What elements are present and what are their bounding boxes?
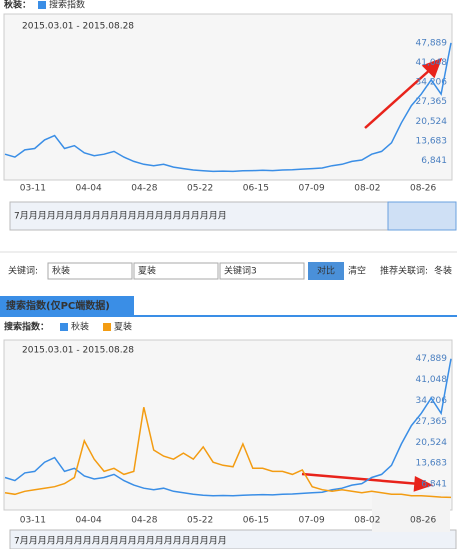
x-tick-label: 04-28 — [131, 516, 157, 526]
x-tick-label: 08-26 — [410, 516, 436, 526]
legend-swatch — [38, 1, 46, 9]
legend-swatch — [103, 323, 112, 331]
y-tick-label: 47,889 — [416, 38, 448, 48]
blur-patch — [372, 492, 450, 532]
x-tick-label: 06-15 — [243, 184, 269, 194]
tab[interactable] — [0, 296, 134, 316]
y-tick-label: 27,365 — [416, 417, 448, 427]
keyword-input[interactable] — [47, 262, 133, 280]
x-tick-label: 05-22 — [187, 516, 213, 526]
y-tick-label: 6,841 — [421, 480, 447, 490]
series-line — [4, 358, 452, 497]
keyword-value: 秋装 — [52, 265, 70, 277]
x-tick-label: 07-09 — [299, 184, 325, 194]
y-tick-label: 13,683 — [416, 136, 448, 146]
x-tick-label: 03-11 — [20, 184, 46, 194]
compare-button-label: 对比 — [317, 265, 335, 277]
x-tick-label: 06-15 — [243, 516, 269, 526]
form-label: 关键词: — [8, 265, 38, 277]
x-tick-label: 05-22 — [187, 184, 213, 194]
y-tick-label: 41,048 — [416, 375, 448, 385]
y-tick-label: 27,365 — [416, 97, 448, 107]
plot-frame — [3, 339, 453, 511]
legend-label: 秋装 — [71, 321, 89, 333]
x-tick-label: 04-28 — [131, 184, 157, 194]
x-tick-label: 04-04 — [76, 516, 102, 526]
slider[interactable] — [9, 529, 457, 549]
y-tick-label: 41,048 — [416, 58, 448, 68]
slider-label: 7月月月月月月月月月月月月月月月月月月月月月月月 — [14, 536, 227, 547]
date-range: 2015.03.01 - 2015.08.28 — [22, 346, 134, 356]
clear-link[interactable]: 清空 — [348, 265, 366, 277]
series-line — [4, 407, 452, 499]
plot-frame — [3, 13, 453, 181]
legend-swatch — [60, 323, 68, 331]
y-tick-label: 47,889 — [416, 354, 448, 364]
y-tick-label: 20,524 — [416, 117, 448, 127]
chart-title: 搜索指数： — [4, 321, 49, 333]
chart-title: 秋装： — [3, 0, 31, 11]
y-tick-label: 34,206 — [416, 396, 448, 406]
y-tick-label: 13,683 — [416, 459, 448, 469]
y-tick-label: 20,524 — [416, 438, 448, 448]
x-tick-label: 08-26 — [410, 184, 436, 194]
date-range: 2015.03.01 - 2015.08.28 — [22, 22, 134, 32]
annotation-arrow — [301, 57, 443, 492]
legend-label: 搜索指数 — [49, 0, 85, 11]
slider[interactable] — [9, 201, 457, 231]
x-tick-label: 07-09 — [299, 516, 325, 526]
slider-handle[interactable] — [387, 201, 457, 231]
tab-label: 搜索指数(仅PC端数据) — [6, 299, 110, 312]
slider-label: 7月月月月月月月月月月月月月月月月月月月月月月月 — [14, 211, 227, 222]
x-tick-label: 03-11 — [20, 516, 46, 526]
keyword-placeholder: 关键词3 — [224, 265, 257, 277]
series-line — [4, 42, 452, 173]
x-tick-label: 08-02 — [354, 516, 380, 526]
keyword-value: 夏装 — [138, 265, 156, 277]
x-tick-label: 08-02 — [354, 184, 380, 194]
keyword-input[interactable] — [219, 262, 305, 280]
y-tick-label: 34,206 — [416, 78, 448, 88]
legend-label: 夏装 — [114, 321, 132, 333]
compare-button[interactable] — [308, 262, 344, 280]
related-word[interactable]: 冬装 — [434, 265, 452, 277]
x-tick-label: 04-04 — [76, 184, 102, 194]
related-label: 推荐关联词: — [380, 265, 428, 277]
y-tick-label: 6,841 — [421, 156, 447, 166]
keyword-input[interactable] — [133, 262, 219, 280]
